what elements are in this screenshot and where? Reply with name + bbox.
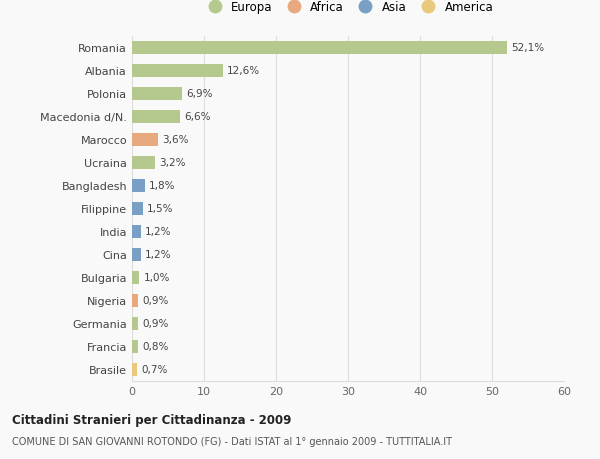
Text: 1,2%: 1,2% bbox=[145, 250, 172, 260]
Bar bbox=[132, 317, 139, 330]
Bar bbox=[132, 157, 155, 169]
Text: 1,0%: 1,0% bbox=[143, 273, 170, 283]
Bar bbox=[132, 134, 158, 146]
Bar bbox=[132, 225, 140, 238]
Text: 3,2%: 3,2% bbox=[160, 158, 186, 168]
Bar bbox=[132, 248, 140, 261]
Text: 1,5%: 1,5% bbox=[147, 204, 173, 214]
Bar bbox=[132, 42, 507, 55]
Bar bbox=[132, 65, 223, 78]
Text: 0,7%: 0,7% bbox=[142, 364, 168, 375]
Text: 0,8%: 0,8% bbox=[142, 341, 169, 352]
Text: 1,2%: 1,2% bbox=[145, 227, 172, 237]
Text: 0,9%: 0,9% bbox=[143, 296, 169, 306]
Bar bbox=[132, 340, 138, 353]
Bar bbox=[132, 202, 143, 215]
Bar bbox=[132, 111, 179, 123]
Bar bbox=[132, 294, 139, 307]
Text: 52,1%: 52,1% bbox=[511, 43, 545, 53]
Legend: Europa, Africa, Asia, America: Europa, Africa, Asia, America bbox=[199, 0, 497, 18]
Text: COMUNE DI SAN GIOVANNI ROTONDO (FG) - Dati ISTAT al 1° gennaio 2009 - TUTTITALIA: COMUNE DI SAN GIOVANNI ROTONDO (FG) - Da… bbox=[12, 436, 452, 446]
Bar bbox=[132, 363, 137, 376]
Bar bbox=[132, 179, 145, 192]
Text: 1,8%: 1,8% bbox=[149, 181, 176, 191]
Text: Cittadini Stranieri per Cittadinanza - 2009: Cittadini Stranieri per Cittadinanza - 2… bbox=[12, 413, 292, 426]
Text: 0,9%: 0,9% bbox=[143, 319, 169, 329]
Bar bbox=[132, 271, 139, 284]
Text: 6,6%: 6,6% bbox=[184, 112, 211, 122]
Text: 12,6%: 12,6% bbox=[227, 66, 260, 76]
Text: 6,9%: 6,9% bbox=[186, 89, 212, 99]
Bar bbox=[132, 88, 182, 101]
Text: 3,6%: 3,6% bbox=[162, 135, 189, 145]
